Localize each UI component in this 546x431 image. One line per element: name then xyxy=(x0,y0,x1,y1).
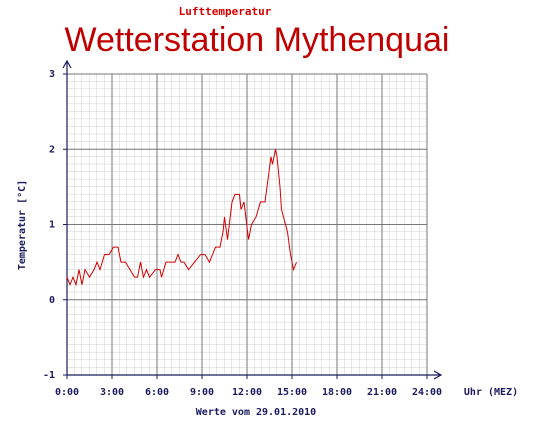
chart-title: Wetterstation Mythenquai xyxy=(65,21,450,59)
temperature-line xyxy=(66,149,297,287)
y-tick-label: 0 xyxy=(49,295,55,306)
y-tick-label: -1 xyxy=(43,370,55,381)
x-axis-label: Uhr (MEZ) xyxy=(464,387,518,398)
y-tick-label: 1 xyxy=(49,220,55,231)
x-tick-label: 3:00 xyxy=(100,387,124,398)
y-axis xyxy=(62,59,72,375)
axes xyxy=(62,59,443,380)
x-tick-label: 12:00 xyxy=(232,387,262,398)
x-tick-label: 21:00 xyxy=(367,387,397,398)
x-tick-label: 0:00 xyxy=(55,387,79,398)
x-axis xyxy=(67,370,443,380)
supertitle: Lufttemperatur xyxy=(179,5,272,18)
x-tick-label: 9:00 xyxy=(190,387,214,398)
footer: Werte vom 29.01.2010 xyxy=(196,407,316,418)
x-tick-label: 6:00 xyxy=(145,387,169,398)
y-axis-label: Temperatur [°C] xyxy=(17,180,28,270)
y-tick-label: 3 xyxy=(49,69,55,80)
x-tick-label: 18:00 xyxy=(322,387,352,398)
x-tick-label: 24:00 xyxy=(412,387,442,398)
y-tick-label: 2 xyxy=(49,144,55,155)
x-tick-label: 15:00 xyxy=(277,387,307,398)
